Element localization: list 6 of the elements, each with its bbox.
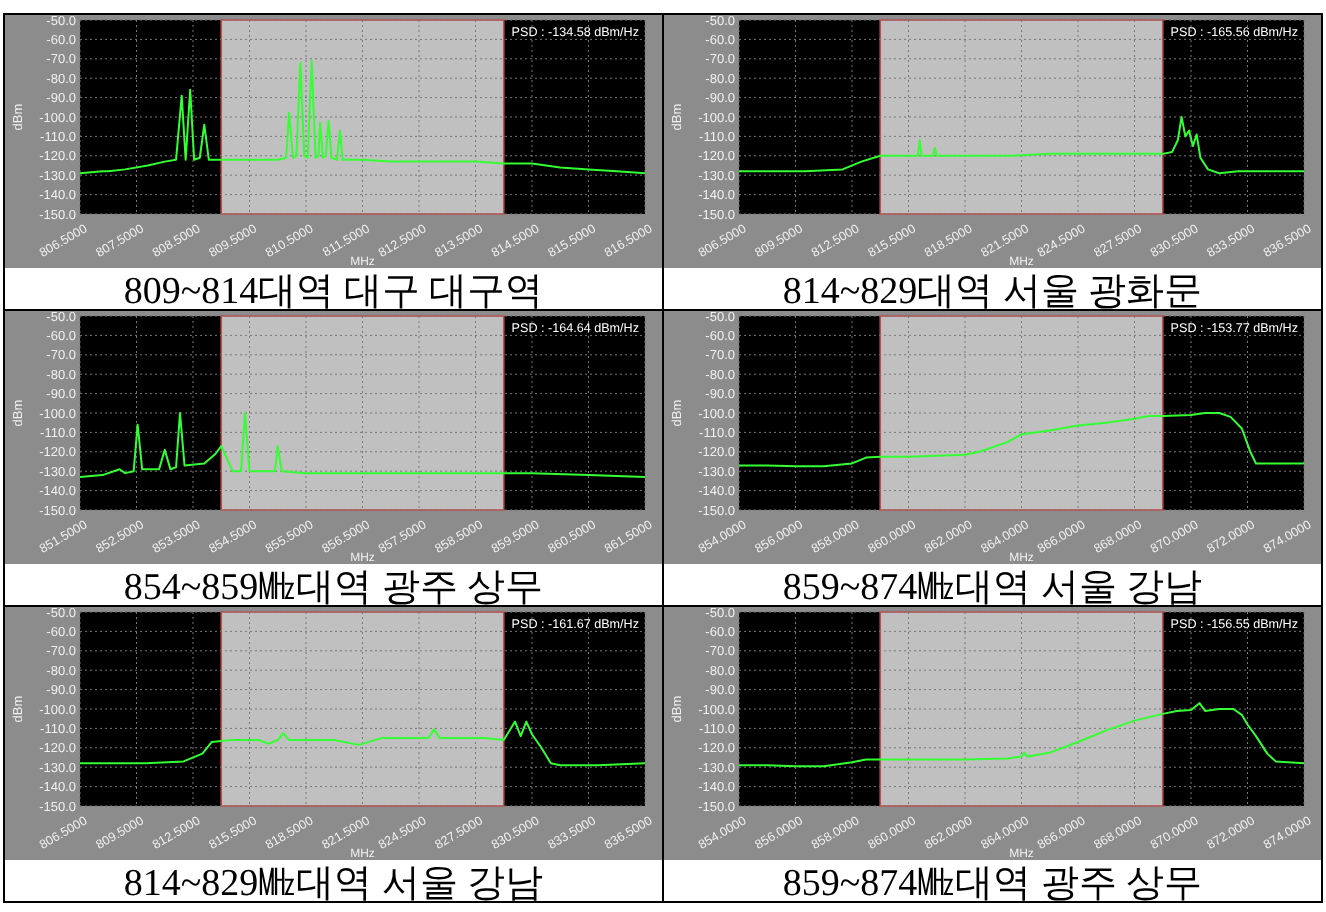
text: 854~859㎒대역 광주 상무	[123, 567, 544, 609]
text: 859~874㎒대역 서울 강남	[782, 567, 1203, 609]
text: 814~829㎒대역 서울 강남	[123, 863, 544, 905]
text: 809~814대역 대구 대구역	[123, 271, 544, 313]
text: 859~874㎒대역 광주 상무	[782, 863, 1203, 905]
text: 814~829대역 서울 광화문	[782, 271, 1203, 313]
